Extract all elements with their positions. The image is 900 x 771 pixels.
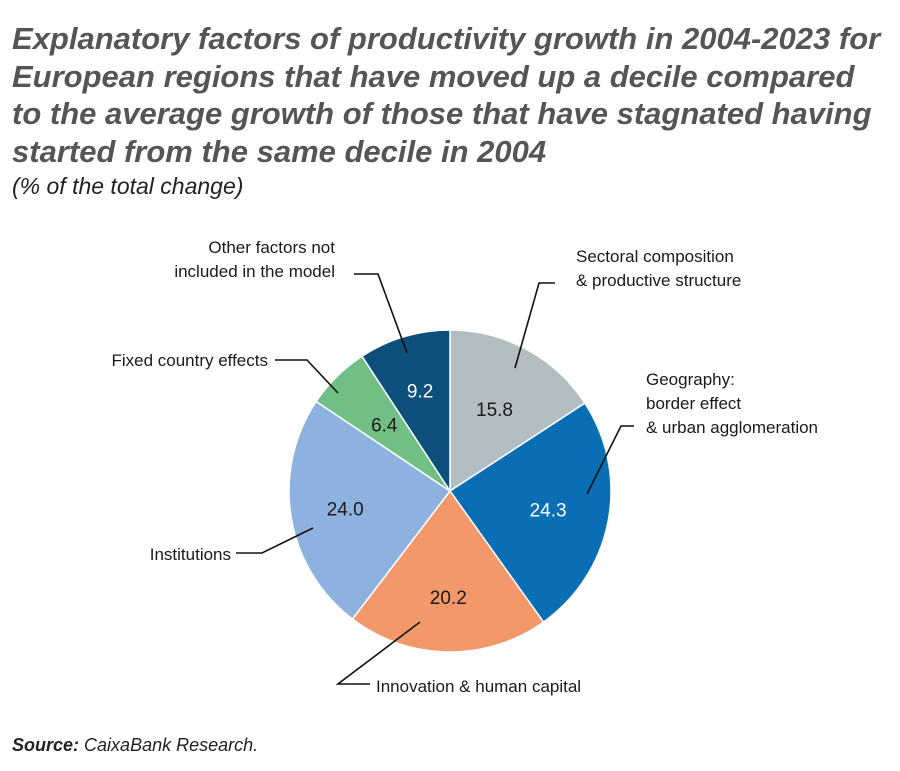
source-label: Source: (12, 735, 80, 755)
slice-value-label: 9.2 (407, 382, 433, 403)
leader-line (354, 273, 408, 354)
pie-slice (360, 329, 451, 494)
pie-slices (288, 329, 612, 653)
leader-line (514, 282, 555, 369)
slice-category-label: Fixed country effects (111, 351, 268, 370)
chart-subtitle: (% of the total change) (12, 173, 244, 199)
leader-lines (236, 273, 634, 685)
leader-line (275, 359, 339, 394)
chart-title: Explanatory factors of productivity grow… (12, 21, 881, 169)
slice-category-label: Sectoral composition & productive structu… (576, 247, 741, 290)
slice-category-label: Geography: border effect & urban agglomera… (646, 370, 818, 437)
slice-value-label: 6.4 (371, 416, 398, 437)
pie-slice (288, 400, 452, 621)
slice-value-label: 24.3 (530, 501, 567, 522)
source-text: CaixaBank Research. (84, 735, 259, 755)
pie-slice (448, 402, 612, 624)
slice-value-label: 20.2 (430, 588, 467, 609)
slice-category-label: Other factors not included in the model (174, 238, 335, 281)
slice-category-label: Innovation & human capital (376, 677, 581, 696)
leader-line (586, 425, 634, 495)
pie-slice (449, 329, 586, 493)
pie-slice (351, 489, 545, 653)
leader-line (236, 527, 314, 554)
slice-value-label: 24.0 (327, 500, 364, 521)
category-labels: Sectoral composition & productive structu… (111, 238, 818, 696)
leader-line (335, 621, 421, 685)
source-note: Source: CaixaBank Research. (12, 735, 258, 756)
value-labels: 15.8 24.3 20.2 24.0 6.4 9.2 (327, 382, 567, 610)
slice-value-label: 15.8 (476, 400, 513, 421)
slice-category-label: Institutions (150, 545, 231, 564)
